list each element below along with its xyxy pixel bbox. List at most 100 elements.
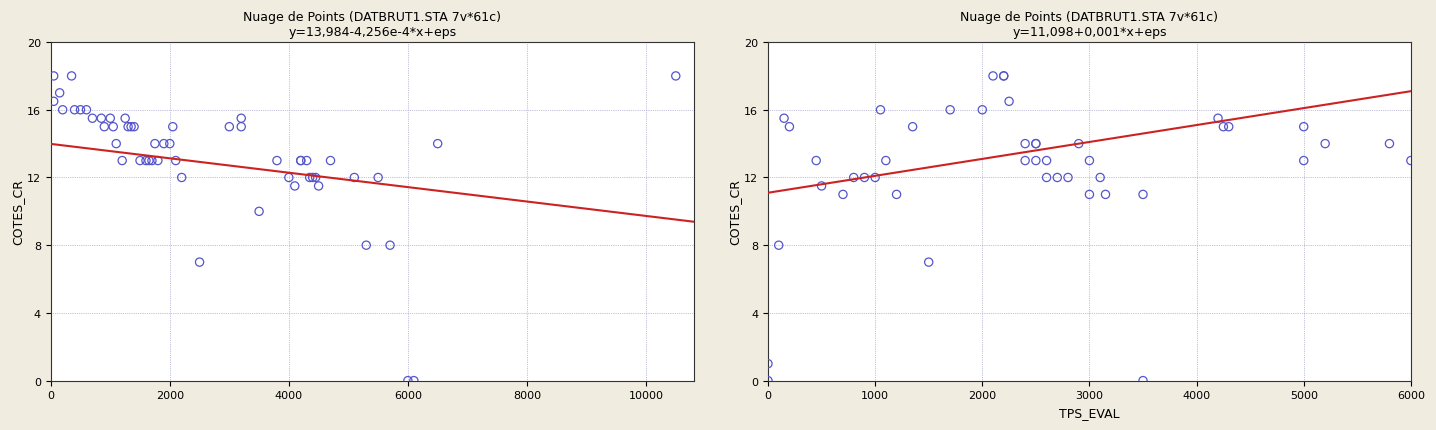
Point xyxy=(171,175,194,181)
Title: Nuage de Points (DATBRUT1.STA 7v*61c)
y=13,984-4,256e-4*x+eps: Nuage de Points (DATBRUT1.STA 7v*61c) y=… xyxy=(243,11,501,39)
Y-axis label: COTES_CR: COTES_CR xyxy=(728,179,741,245)
Point xyxy=(1057,175,1080,181)
Point xyxy=(843,175,866,181)
Point xyxy=(869,107,892,114)
Title: Nuage de Points (DATBRUT1.STA 7v*61c)
y=11,098+0,001*x+eps: Nuage de Points (DATBRUT1.STA 7v*61c) y=… xyxy=(961,11,1218,39)
Point xyxy=(1067,141,1090,148)
Point xyxy=(379,242,402,249)
Point xyxy=(402,377,425,384)
Point xyxy=(1314,141,1337,148)
Point xyxy=(1024,158,1047,165)
Point xyxy=(90,116,113,123)
Point xyxy=(426,141,449,148)
Point xyxy=(1206,116,1229,123)
Point xyxy=(1014,158,1037,165)
Point xyxy=(152,141,175,148)
X-axis label: TPS_EVAL: TPS_EVAL xyxy=(1060,406,1120,419)
Point xyxy=(665,73,688,80)
Point xyxy=(141,158,164,165)
Point xyxy=(853,175,876,181)
Point xyxy=(396,377,419,384)
Point xyxy=(804,158,827,165)
Point xyxy=(863,175,886,181)
Point xyxy=(69,107,92,114)
Point xyxy=(982,73,1005,80)
Point xyxy=(998,98,1021,105)
Point xyxy=(105,141,128,148)
Point xyxy=(299,175,322,181)
Point xyxy=(902,124,925,131)
Point xyxy=(810,183,833,190)
Point xyxy=(773,116,796,123)
Point xyxy=(230,116,253,123)
Point xyxy=(63,107,86,114)
Point xyxy=(111,158,134,165)
Point xyxy=(1088,175,1111,181)
Point xyxy=(1400,158,1423,165)
Point xyxy=(1078,158,1101,165)
Point xyxy=(230,124,253,131)
Point xyxy=(113,116,136,123)
Point xyxy=(343,175,366,181)
Point xyxy=(42,73,65,80)
Point xyxy=(1024,141,1047,148)
Point xyxy=(218,124,241,131)
Point xyxy=(319,158,342,165)
Point xyxy=(1014,141,1037,148)
Point xyxy=(992,73,1015,80)
Point xyxy=(75,107,98,114)
Point xyxy=(778,124,801,131)
Point xyxy=(164,158,187,165)
Point xyxy=(102,124,125,131)
Point xyxy=(99,116,122,123)
Point xyxy=(1379,141,1402,148)
Point xyxy=(366,175,389,181)
Y-axis label: COTES_CR: COTES_CR xyxy=(11,179,24,245)
Point xyxy=(767,242,790,249)
Point xyxy=(355,242,378,249)
Point xyxy=(296,158,319,165)
Point xyxy=(304,175,327,181)
Point xyxy=(60,73,83,80)
Point xyxy=(1035,175,1058,181)
Point xyxy=(42,98,65,105)
Point xyxy=(158,141,181,148)
Point xyxy=(1132,191,1155,198)
Point xyxy=(1132,377,1155,384)
Point xyxy=(122,124,145,131)
Point xyxy=(1078,191,1101,198)
Point xyxy=(289,158,312,165)
Point xyxy=(1045,175,1068,181)
Point xyxy=(1292,158,1315,165)
Point xyxy=(757,360,780,367)
Point xyxy=(1212,124,1235,131)
Point xyxy=(1024,141,1047,148)
Point xyxy=(992,73,1015,80)
Point xyxy=(875,158,898,165)
Point xyxy=(93,124,116,131)
Point xyxy=(188,259,211,266)
Point xyxy=(80,116,103,123)
Point xyxy=(49,90,72,97)
Point xyxy=(1218,124,1241,131)
Point xyxy=(1094,191,1117,198)
Point xyxy=(283,183,306,190)
Point xyxy=(247,209,270,215)
Point xyxy=(831,191,854,198)
Point xyxy=(116,124,139,131)
Point xyxy=(289,158,312,165)
Point xyxy=(757,377,780,384)
Point xyxy=(1292,124,1315,131)
Point xyxy=(119,124,142,131)
Point xyxy=(971,107,994,114)
Point xyxy=(52,107,75,114)
Point xyxy=(146,158,169,165)
Point xyxy=(918,259,941,266)
Point xyxy=(885,191,908,198)
Point xyxy=(144,141,167,148)
Point xyxy=(307,183,330,190)
Point xyxy=(302,175,325,181)
Point xyxy=(266,158,289,165)
Point xyxy=(135,158,158,165)
Point xyxy=(161,124,184,131)
